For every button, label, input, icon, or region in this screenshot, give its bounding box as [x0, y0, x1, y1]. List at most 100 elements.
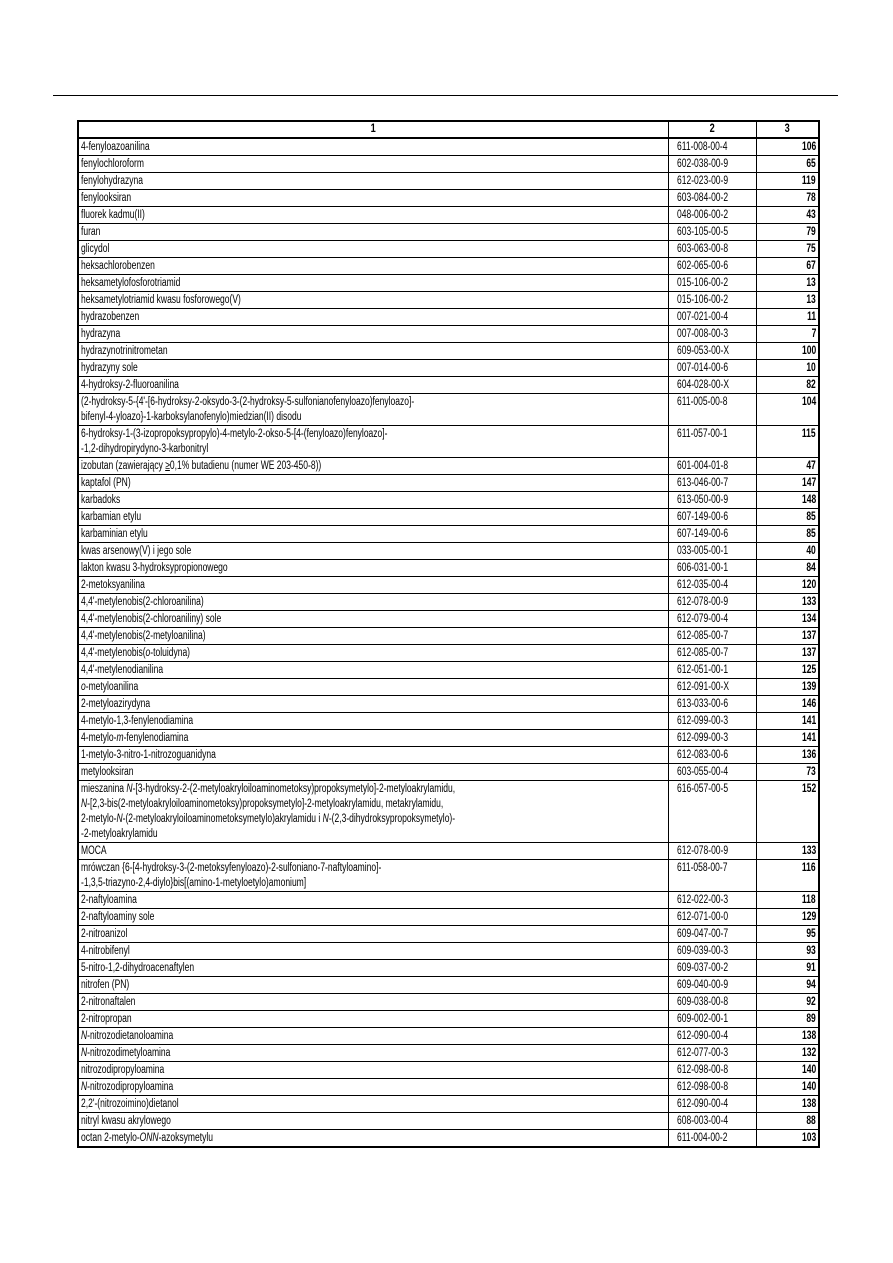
substance-name-cell: fenylochloroform	[77, 155, 669, 173]
substance-name-cell: 2-nitropropan	[77, 1010, 669, 1028]
substance-name-cell-text: 2-metoksyanilina	[81, 579, 145, 591]
index-number-cell: 611-058-00-7	[668, 859, 757, 892]
table-row: hydrazyna 007-008-00-3 7	[77, 325, 820, 343]
substance-name-cell-text: hydrazyna	[81, 328, 121, 340]
column-header-3-label: 3	[784, 123, 791, 135]
table-row: 4-metylo-m-fenylenodiamina 612-099-00-3 14…	[77, 729, 820, 747]
substance-name-cell-text: 4-metylo-1,3-fenylenodiamina	[81, 715, 194, 727]
substance-name-cell-text: hydrazynotrinitrometan	[81, 345, 168, 357]
index-number-cell: 612-022-00-3	[668, 891, 757, 909]
index-number-cell-text: 616-057-00-5	[677, 783, 729, 795]
substance-name-cell: 4,4'-metylenobis(2-chloroanilina)	[77, 593, 669, 611]
substance-name-cell-text: lakton kwasu 3-hydroksypropionowego	[81, 562, 228, 574]
index-number-cell: 609-037-00-2	[668, 959, 757, 977]
substance-name-cell: heksachlorobenzen	[77, 257, 669, 275]
reference-cell: 139	[756, 678, 820, 696]
reference-cell-text: 92	[806, 996, 816, 1008]
index-number-cell-text: 611-058-00-7	[677, 862, 728, 874]
table-row: metylooksiran 603-055-00-4 73	[77, 763, 820, 781]
reference-cell-text: 141	[801, 732, 816, 744]
index-number-cell-text: 609-047-00-7	[677, 928, 729, 940]
reference-cell: 91	[756, 959, 820, 977]
substance-name-cell: (2-hydroksy-5-{4'-[6-hydroksy-2-oksydo-3…	[77, 393, 669, 426]
substance-name-cell: 4-hydroksy-2-fluoroanilina	[77, 376, 669, 394]
table-row: 4,4'-metylenodianilina 612-051-00-1 125	[77, 661, 820, 679]
reference-cell: 115	[756, 425, 820, 458]
index-number-cell-text: 015-106-00-2	[677, 277, 729, 289]
index-number-cell-text: 612-099-00-3	[677, 732, 729, 744]
reference-cell-text: 40	[806, 545, 816, 557]
substance-name-cell: hydrazynotrinitrometan	[77, 342, 669, 360]
substance-name-cell-text: metylooksiran	[81, 766, 134, 778]
substance-name-cell-text: fenylochloroform	[81, 158, 144, 170]
reference-cell-text: 65	[806, 158, 816, 170]
index-number-cell-text: 609-002-00-1	[677, 1013, 729, 1025]
index-number-cell: 611-005-00-8	[668, 393, 757, 426]
reference-cell-text: 10	[806, 362, 816, 374]
index-number-cell-text: 612-022-00-3	[677, 894, 729, 906]
table-row: nitrofen (PN) 609-040-00-9 94	[77, 976, 820, 994]
substance-name-cell-text: 4,4'-metylenobis(o-toluidyna)	[81, 646, 190, 661]
index-number-cell: 601-004-01-8	[668, 457, 757, 475]
substance-name-cell: izobutan (zawierający ≥0,1% butadienu (n…	[77, 457, 669, 475]
substance-name-cell-text: heksametylofosforotriamid	[81, 277, 181, 289]
text-segment: -azoksymetylu	[158, 1132, 213, 1144]
substance-name-cell: mieszanina N-[3-hydroksy-2-(2-metyloakry…	[77, 780, 669, 843]
substance-name-cell-text: 2-nitroanizol	[81, 928, 128, 940]
table-row: furan 603-105-00-5 79	[77, 223, 820, 241]
table-row: 2-metoksyanilina 612-035-00-4 120	[77, 576, 820, 594]
index-number-cell-text: 611-004-00-2	[677, 1132, 728, 1144]
index-number-cell: 606-031-00-1	[668, 559, 757, 577]
table-row: 1-metylo-3-nitro-1-nitrozoguanidyna 612-0…	[77, 746, 820, 764]
index-number-cell-text: 609-039-00-3	[677, 945, 729, 957]
reference-cell-text: 88	[806, 1115, 816, 1127]
table-row: fenylochloroform 602-038-00-9 65	[77, 155, 820, 173]
reference-cell: 95	[756, 925, 820, 943]
reference-cell-text: 43	[806, 209, 816, 221]
substance-name-cell-text: karbamian etylu	[81, 511, 142, 523]
index-number-cell: 612-077-00-3	[668, 1044, 757, 1062]
substance-name-cell: 2-metyloazirydyna	[77, 695, 669, 713]
table-row: nitryl kwasu akrylowego 608-003-00-4 88	[77, 1112, 820, 1130]
substance-name-cell-text: nitrozodipropyloamina	[81, 1064, 165, 1076]
substance-name-cell-text: octan 2-metylo-ONN-azoksymetylu	[81, 1130, 213, 1146]
reference-cell-text: 146	[801, 698, 816, 710]
index-number-cell-text: 601-004-01-8	[677, 460, 729, 472]
substance-name-cell-text: furan	[81, 226, 101, 238]
index-number-cell-text: 604-028-00-X	[677, 379, 730, 391]
index-number-cell-text: 033-005-00-1	[677, 545, 729, 557]
substance-name-cell: 4-metylo-m-fenylenodiamina	[77, 729, 669, 747]
text-segment: 0,1% butadienu (numer WE 203-450-8))	[169, 460, 322, 472]
index-number-cell: 612-085-00-7	[668, 627, 757, 645]
index-number-cell: 611-004-00-2	[668, 1129, 757, 1148]
index-number-cell: 603-084-00-2	[668, 189, 757, 207]
substance-name-cell: lakton kwasu 3-hydroksypropionowego	[77, 559, 669, 577]
reference-cell-text: 141	[801, 715, 816, 727]
table-row: kaptafol (PN) 613-046-00-7 147	[77, 474, 820, 492]
index-number-cell-text: 007-008-00-3	[677, 328, 729, 340]
index-number-cell-text: 612-078-00-9	[677, 845, 729, 857]
index-number-cell: 612-051-00-1	[668, 661, 757, 679]
text-segment: octan 2-metylo-	[81, 1132, 140, 1144]
substance-table: 1 2 3 4-fenyloazoanilina 611-008-00-4 106 f…	[77, 120, 820, 1148]
index-number-cell: 609-053-00-X	[668, 342, 757, 360]
table-row: 2-nitroanizol 609-047-00-7 95	[77, 925, 820, 943]
substance-name-cell: 4,4'-metylenobis(2-metyloanilina)	[77, 627, 669, 645]
index-number-cell: 612-085-00-7	[668, 644, 757, 662]
reference-cell-text: 73	[806, 766, 816, 778]
substance-name-cell-text: 1-metylo-3-nitro-1-nitrozoguanidyna	[81, 749, 216, 761]
reference-cell: 129	[756, 908, 820, 926]
substance-name-cell: glicydol	[77, 240, 669, 258]
reference-cell: 85	[756, 508, 820, 526]
substance-name-cell: hydrazyna	[77, 325, 669, 343]
reference-cell: 133	[756, 842, 820, 860]
substance-name-cell: octan 2-metylo-ONN-azoksymetylu	[77, 1129, 669, 1148]
substance-name-cell: 4-nitrobifenyl	[77, 942, 669, 960]
reference-cell-text: 13	[806, 294, 816, 306]
reference-cell: 73	[756, 763, 820, 781]
index-number-cell-text: 603-063-00-8	[677, 243, 729, 255]
substance-name-cell: heksametylotriamid kwasu fosforowego(V)	[77, 291, 669, 309]
text-segment: -[2,3-bis(2-metyloakryloiloaminometoksy)…	[81, 798, 444, 825]
substance-name-cell-text: 4,4'-metylenobis(2-chloroanilina)	[81, 596, 204, 608]
substance-name-cell-text: nitrofen (PN)	[81, 979, 130, 991]
